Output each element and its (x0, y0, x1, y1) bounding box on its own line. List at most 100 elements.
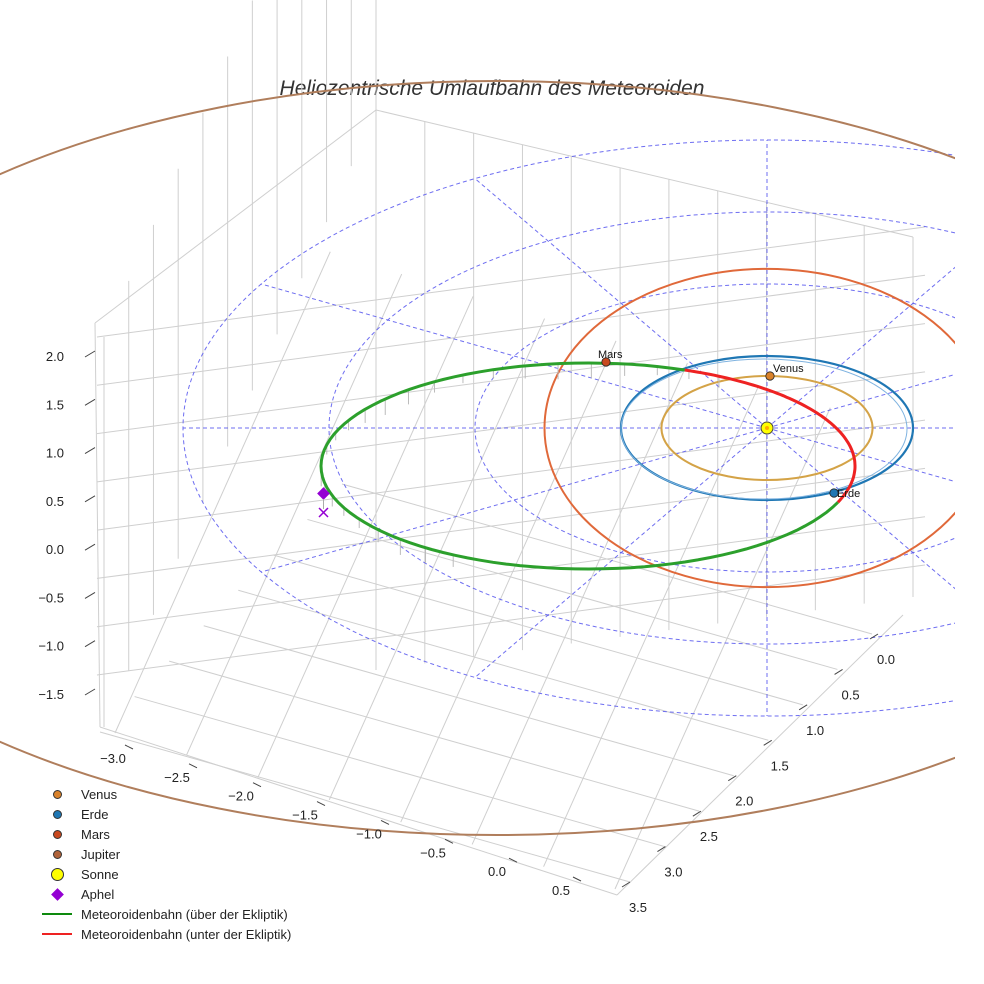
legend-diamond-icon (38, 884, 76, 904)
grid-z-back (96, 371, 926, 483)
bodies: Mars Venus Erde (317, 349, 860, 518)
x-axis-tick-label: 0.0 (488, 864, 506, 879)
x-axis-tick-label: −1.0 (356, 826, 382, 841)
orbit-jupiter (0, 80, 955, 836)
orbit-erde-inner (620, 358, 908, 500)
legend-label: Sonne (81, 866, 119, 882)
grid-y-floor (272, 554, 803, 706)
x-axis-tick-mark (508, 857, 518, 863)
legend-label: Meteoroidenbahn (über der Ekliptik) (81, 906, 288, 922)
grid-z-back (96, 274, 926, 386)
grid-y-floor (169, 660, 700, 812)
box-edge (375, 109, 914, 238)
grid-y-floor (341, 483, 873, 635)
y-axis-tick-mark (869, 633, 879, 640)
reference-ray (766, 427, 955, 590)
z-axis-tick-mark (84, 447, 96, 455)
z-axis-tick-mark (84, 350, 96, 358)
grid-y-floor (99, 731, 631, 883)
grid-x-floor (400, 340, 617, 823)
x-axis-tick-label: −3.0 (100, 751, 126, 766)
aphelion-projection (318, 507, 329, 518)
z-axis-tick-label: 2.0 (46, 349, 64, 364)
grid-x-floor (543, 385, 760, 867)
z-axis-tick-mark (84, 543, 96, 551)
y-axis-tick-label: 3.0 (664, 865, 682, 880)
grid-y-floor (307, 518, 838, 670)
legend-entry: Aphel (38, 884, 291, 904)
planet-mars (601, 357, 611, 367)
z-axis-tick-mark (84, 640, 96, 648)
legend-entry: Venus (38, 784, 291, 804)
x-axis-tick-mark (124, 744, 134, 750)
z-axis-tick-label: 1.5 (46, 397, 64, 412)
grid-y-floor (203, 625, 734, 777)
legend-entry: Erde (38, 804, 291, 824)
grid-z-back (96, 516, 926, 628)
box-edge (99, 726, 618, 896)
x-axis-tick-mark (252, 782, 262, 788)
grid-x-floor (257, 296, 474, 778)
z-axis-tick-mark (84, 591, 96, 599)
x-axis-tick-mark (444, 838, 454, 844)
meteoroid-stems (320, 363, 720, 567)
legend-line-icon (38, 924, 76, 944)
x-axis-tick-label: −2.0 (228, 789, 254, 804)
planet-orbits (0, 80, 955, 836)
y-axis-tick-mark (798, 704, 808, 711)
meteoroid-below-ecliptic (684, 368, 857, 504)
reference-ray (766, 373, 955, 429)
y-axis-tick-mark (657, 846, 666, 852)
x-axis-tick-mark (316, 801, 326, 807)
orbit-mars (543, 267, 955, 589)
grid-z-back (96, 467, 926, 579)
grid-z-back (96, 323, 926, 435)
grid-x-floor (114, 251, 331, 734)
y-axis-tick-label: 2.0 (735, 794, 753, 809)
planet-label-mars: Mars (598, 349, 623, 361)
y-axis-tick-label: 1.0 (806, 723, 824, 738)
y-axis-tick-mark (728, 775, 737, 782)
sun-core (765, 426, 769, 430)
meteoroid-above-ecliptic (319, 361, 839, 571)
z-axis-tick-label: −1.5 (38, 687, 64, 702)
reference-ray (474, 427, 768, 678)
y-axis-tick-label: 1.5 (771, 758, 789, 773)
reference-grid (182, 139, 955, 717)
legend-entry: Meteoroidenbahn (über der Ekliptik) (38, 904, 291, 924)
grid-x-floor (328, 318, 546, 801)
z-axis-tick-label: −1.0 (38, 639, 64, 654)
x-axis-tick-mark (380, 819, 390, 825)
grid-y-floor (238, 589, 769, 741)
grid-z-back (96, 226, 926, 338)
reference-ray (766, 427, 955, 483)
y-axis-tick-mark (834, 669, 843, 675)
aphelion-marker (317, 487, 330, 500)
meteoroid-orbit (319, 361, 857, 571)
legend-entry: Mars (38, 824, 291, 844)
y-axis-tick-mark (763, 739, 772, 746)
box-edge (94, 322, 101, 728)
x-axis-tick-mark (572, 876, 582, 882)
x-axis-tick-mark (188, 763, 198, 769)
x-axis-tick-label: −2.5 (164, 770, 190, 785)
legend-entry: Meteoroidenbahn (unter der Ekliptik) (38, 924, 291, 944)
grid-y-floor (134, 696, 665, 848)
legend-dot-icon (38, 804, 76, 824)
legend: Venus Erde Mars Jupiter Sonne Aphel Meteoroide… (38, 784, 291, 944)
chart-title: Heliozentrische Umlaufbahn des Meteoroid… (280, 77, 705, 100)
legend-label: Aphel (81, 886, 115, 902)
z-axis-tick-mark (84, 495, 96, 503)
reference-circle-3 (328, 211, 955, 645)
legend-label: Jupiter (81, 846, 121, 862)
grid-z-back (96, 419, 926, 531)
x-axis-tick-label: −1.5 (292, 808, 318, 823)
legend-label: Venus (81, 786, 118, 802)
legend-label: Mars (81, 826, 110, 842)
legend-line-icon (38, 904, 76, 924)
legend-dot-icon (38, 784, 76, 804)
y-axis-tick-label: 0.5 (842, 687, 860, 702)
y-axis-tick-label: 0.0 (877, 652, 895, 667)
planet-label-venus: Venus (773, 363, 804, 375)
x-axis-tick-label: −0.5 (420, 845, 446, 860)
